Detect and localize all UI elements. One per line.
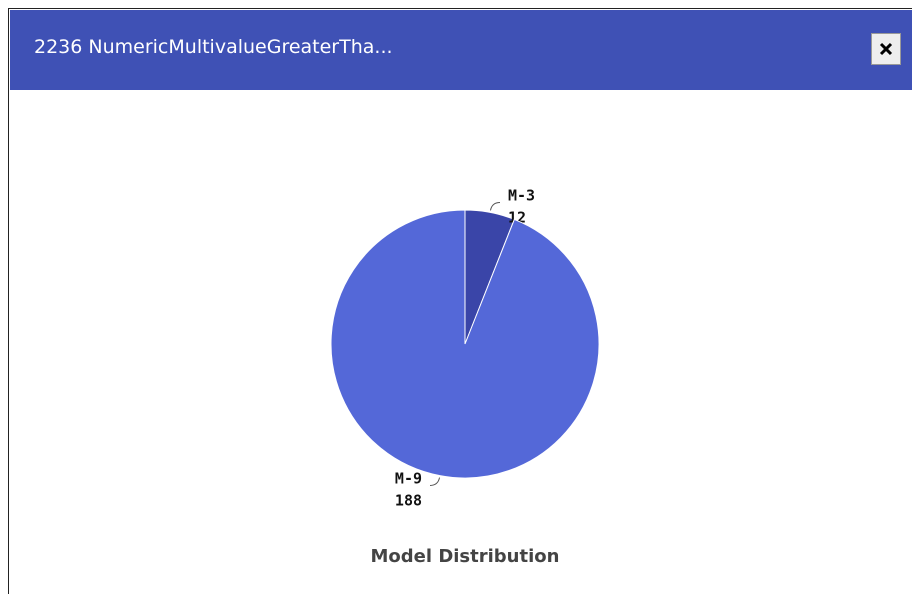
- dialog-header: 2236 NumericMultivalueGreaterTha...: [10, 10, 912, 90]
- slice-label: M-9: [395, 469, 422, 487]
- slice-label: M-3: [508, 187, 535, 205]
- close-icon: [879, 42, 893, 56]
- slice-value: 188: [395, 491, 422, 509]
- chart-title: Model Distribution: [371, 546, 560, 567]
- pie-slice: [330, 209, 600, 479]
- dialog: 2236 NumericMultivalueGreaterTha...: [8, 8, 912, 594]
- leader-line: [489, 202, 500, 211]
- close-button[interactable]: [871, 33, 901, 65]
- close-cross: [879, 42, 893, 56]
- dialog-title: 2236 NumericMultivalueGreaterTha...: [34, 36, 393, 58]
- leader-line: [430, 477, 441, 486]
